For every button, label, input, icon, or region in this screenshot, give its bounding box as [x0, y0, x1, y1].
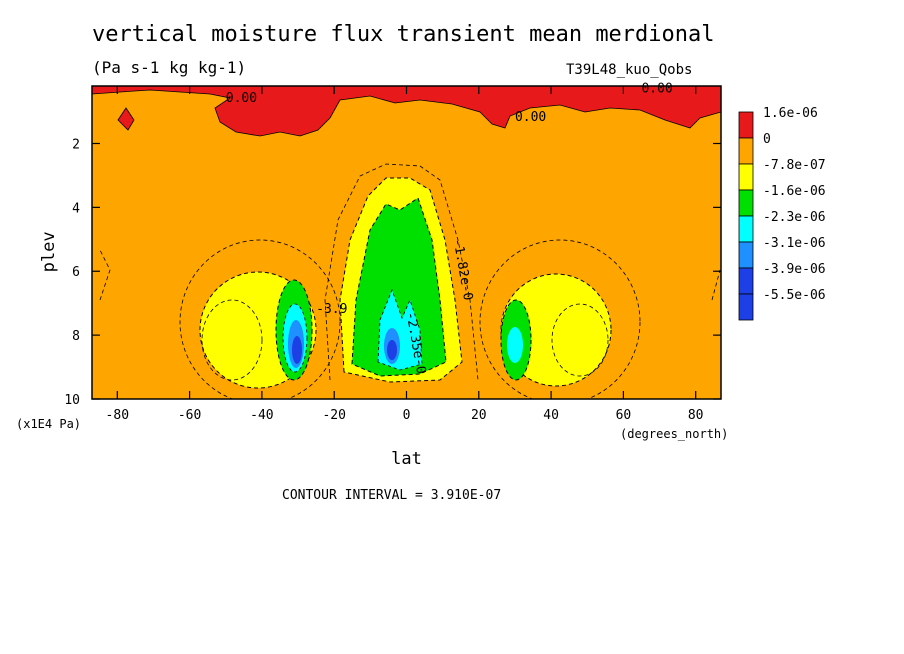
legend-swatch: [738, 189, 754, 217]
legend-label: -5.5e-06: [763, 288, 826, 303]
axis-layer: -80 -60 -40 -20 0 20 40 60 80 2 4 6 8 10 lat (degrees_n…: [16, 86, 728, 469]
x-tick-label: 40: [543, 408, 559, 423]
fill-positive-spot: [117, 107, 135, 131]
legend-swatch: [738, 241, 754, 269]
x-tick-label: -80: [106, 408, 129, 423]
x-tick-label: 20: [471, 408, 487, 423]
fill-left-darkblue: [292, 336, 302, 364]
contour-lines: [99, 163, 721, 399]
legend-swatch: [738, 267, 754, 295]
y-tick-label: 2: [72, 137, 80, 152]
y-tick-label: 4: [72, 201, 80, 216]
fill-right-cyan: [507, 327, 523, 363]
y-tick-label: 10: [64, 393, 80, 408]
y-tick-label: 6: [72, 265, 80, 280]
units-label: (Pa s-1 kg kg-1): [92, 58, 247, 77]
legend-label: 1.6e-06: [763, 106, 818, 121]
fill-positive-top: [92, 86, 721, 137]
contour-field: [92, 86, 721, 399]
y-axis-label: plev: [39, 231, 59, 272]
x-tick-label: -20: [322, 408, 345, 423]
legend-label: 0: [763, 132, 771, 147]
x-tick-label: -40: [250, 408, 273, 423]
legend-label: -3.9e-06: [763, 262, 826, 277]
y-axis-units: (x1E4 Pa): [16, 417, 81, 431]
legend-swatch: [738, 111, 754, 139]
x-tick-label: 0: [403, 408, 411, 423]
contour-label: 0.00: [641, 81, 672, 96]
contour-label: -3.9: [316, 302, 347, 317]
legend-label: -1.6e-06: [763, 184, 826, 199]
y-tick-label: 8: [72, 329, 80, 344]
legend: 1.6e-06 0 -7.8e-07 -1.6e-06 -2.3e-06 -3.1e-06…: [738, 106, 826, 321]
legend-swatch: [738, 137, 754, 165]
run-label: T39L48_kuo_Qobs: [566, 62, 693, 78]
legend-swatch: [738, 293, 754, 321]
contour-interval-label: CONTOUR INTERVAL = 3.910E-07: [282, 488, 502, 503]
x-tick-label: 60: [616, 408, 632, 423]
legend-label: -3.1e-06: [763, 236, 826, 251]
chart-title: vertical moisture flux transient mean me…: [92, 22, 715, 47]
fill-center-darkblue: [387, 340, 397, 360]
x-tick-label: -60: [178, 408, 201, 423]
legend-swatch: [738, 215, 754, 243]
x-axis-label: lat: [391, 449, 422, 469]
legend-label: -2.3e-06: [763, 210, 826, 225]
legend-label: -7.8e-07: [763, 158, 826, 173]
contour-label: 0.00: [226, 91, 257, 106]
x-axis-units: (degrees_north): [620, 427, 728, 441]
fill-center-green: [351, 197, 447, 377]
contour-label: 0.00: [515, 110, 546, 125]
legend-swatch: [738, 163, 754, 191]
x-tick-label: 80: [688, 408, 704, 423]
